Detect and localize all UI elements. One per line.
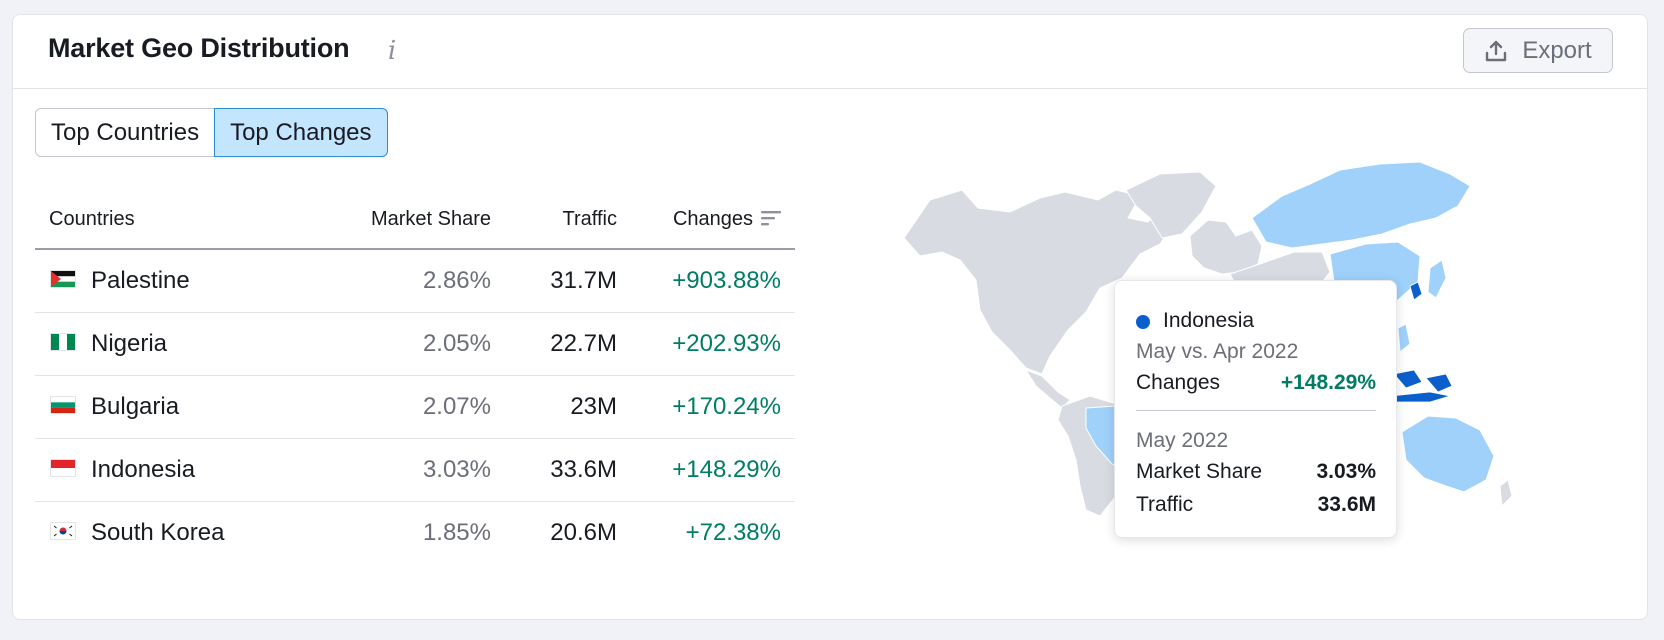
market-share-cell: 2.86% — [295, 249, 505, 313]
tooltip-divider — [1136, 410, 1376, 411]
market-share-cell: 3.03% — [295, 438, 505, 502]
card-header: Market Geo Distribution i Export — [13, 15, 1647, 89]
tooltip-changes-row: Changes +148.29% — [1136, 367, 1376, 398]
table-row[interactable]: Bulgaria 2.07% 23M +170.24% — [35, 375, 795, 439]
sort-descending-icon[interactable] — [761, 210, 781, 226]
map-korea[interactable] — [1409, 281, 1423, 301]
changes-cell: +72.38% — [685, 518, 781, 546]
country-cell: Indonesia — [35, 438, 295, 502]
tooltip-country: Indonesia — [1163, 308, 1255, 332]
country-name: Indonesia — [91, 455, 196, 483]
tooltip-market-share-value: 3.03% — [1316, 459, 1376, 483]
table-row[interactable]: South Korea 1.85% 20.6M +72.38% — [35, 501, 795, 564]
countries-table: Countries Market Share Traffic Changes P… — [35, 191, 795, 564]
tooltip-traffic-label: Traffic — [1136, 492, 1194, 516]
country-cell: Bulgaria — [35, 375, 295, 439]
country-cell: Nigeria — [35, 312, 295, 376]
tooltip-title-row: Indonesia — [1136, 305, 1376, 336]
table-row[interactable]: Indonesia 3.03% 33.6M +148.29% — [35, 438, 795, 502]
nigeria-flag-icon — [51, 334, 75, 351]
info-icon[interactable]: i — [387, 36, 397, 66]
tooltip-market-share-label: Market Share — [1136, 459, 1263, 483]
widget-title: Market Geo Distribution — [48, 33, 350, 63]
market-share-cell: 2.07% — [295, 375, 505, 439]
bulgaria-flag-icon — [51, 397, 75, 414]
map-philippines[interactable] — [1397, 323, 1411, 353]
table-row[interactable]: Palestine 2.86% 31.7M +903.88% — [35, 249, 795, 313]
market-share-cell: 2.05% — [295, 312, 505, 376]
country-name: Nigeria — [91, 329, 168, 357]
map-central-america[interactable] — [1024, 369, 1071, 409]
map-russia[interactable] — [1251, 161, 1471, 249]
map-japan[interactable] — [1427, 259, 1447, 299]
traffic-cell: 20.6M — [550, 518, 617, 546]
tooltip-period: May 2022 — [1136, 428, 1229, 452]
map-new-zealand[interactable] — [1499, 479, 1513, 508]
tooltip-changes-value: +148.29% — [1280, 370, 1376, 394]
country-tooltip: Indonesia May vs. Apr 2022 Changes +148.… — [1114, 280, 1397, 538]
traffic-cell: 23M — [505, 375, 631, 439]
export-label: Export — [1522, 36, 1592, 64]
map-greenland[interactable] — [1125, 171, 1217, 239]
palestine-flag-icon — [51, 271, 75, 288]
map-europe[interactable] — [1189, 219, 1263, 275]
traffic-cell: 33.6M — [505, 438, 631, 502]
map-north-america[interactable] — [903, 189, 1177, 375]
traffic-cell: 22.7M — [505, 312, 631, 376]
tab-top-countries[interactable]: Top Countries — [35, 108, 215, 157]
export-button[interactable]: Export — [1463, 28, 1613, 73]
tooltip-traffic-value: 33.6M — [1317, 492, 1376, 516]
south-korea-flag-icon — [51, 523, 75, 540]
country-name: Bulgaria — [91, 392, 180, 420]
country-cell: South Korea — [35, 501, 295, 564]
tab-top-changes[interactable]: Top Changes — [214, 108, 388, 157]
country-name: South Korea — [91, 518, 225, 546]
table-header-row: Countries Market Share Traffic Changes — [35, 191, 795, 250]
changes-cell: +148.29% — [631, 438, 795, 502]
header-market-share[interactable]: Market Share — [295, 191, 505, 250]
traffic-cell: 31.7M — [505, 249, 631, 313]
tooltip-changes-label: Changes — [1136, 370, 1221, 394]
table-row[interactable]: Nigeria 2.05% 22.7M +202.93% — [35, 312, 795, 376]
upload-icon — [1486, 40, 1507, 61]
market-share-cell: 1.85% — [422, 518, 491, 546]
tooltip-market-share-row: Market Share 3.03% — [1136, 456, 1376, 487]
country-cell: Palestine — [35, 249, 295, 313]
changes-cell: +202.93% — [631, 312, 795, 376]
changes-cell: +903.88% — [631, 249, 795, 313]
legend-dot-icon — [1136, 314, 1150, 329]
country-name: Palestine — [91, 266, 190, 294]
header-countries: Countries — [35, 191, 295, 250]
indonesia-flag-icon — [51, 460, 75, 477]
header-changes-label: Changes — [672, 208, 753, 230]
header-traffic[interactable]: Traffic — [505, 191, 631, 250]
tooltip-comparison: May vs. Apr 2022 — [1136, 339, 1299, 363]
map-australia[interactable] — [1401, 415, 1495, 493]
tooltip-traffic-row: Traffic 33.6M — [1136, 489, 1376, 520]
changes-cell: +170.24% — [631, 375, 795, 439]
header-changes[interactable]: Changes — [631, 191, 795, 250]
view-switch: Top Countries Top Changes — [35, 108, 388, 157]
